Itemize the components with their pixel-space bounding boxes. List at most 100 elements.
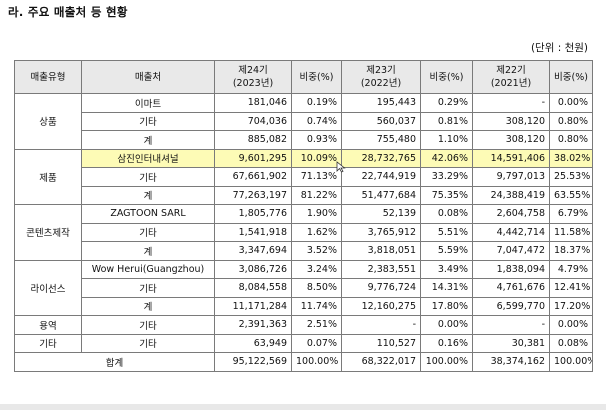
customer-cell: 계 [81, 296, 215, 316]
value-24: 3,347,694 [214, 241, 292, 261]
ratio-22: 12.41% [549, 278, 593, 298]
ratio-23: 42.06% [420, 148, 473, 168]
ratio-22: 0.80% [549, 130, 593, 150]
ratio-24: 1.62% [291, 222, 342, 242]
table-header-row: 매출유형 매출처 제24기 (2023년) 비중(%) 제23기 (2022년) 비… [14, 60, 593, 94]
table-row: 기타 8,084,558 8.50% 9,776,724 14.31% 4,76… [15, 278, 593, 298]
ratio-24: 71.13% [291, 167, 342, 187]
ratio-24: 10.09% [291, 148, 342, 168]
total-value-23: 68,322,017 [341, 352, 421, 372]
header-period-23-year: (2022년) [360, 78, 402, 89]
ratio-23: 0.00% [420, 315, 473, 335]
header-period-24-label: 제24기 [238, 65, 268, 76]
value-22: 4,761,676 [472, 278, 550, 298]
category-license: 라이선스 [14, 259, 82, 316]
value-23: - [341, 315, 421, 335]
ratio-23: 0.81% [420, 111, 473, 131]
value-22: 2,604,758 [472, 204, 550, 224]
value-24: 11,171,284 [214, 296, 292, 316]
ratio-24: 2.51% [291, 315, 342, 335]
ratio-23: 0.29% [420, 93, 473, 113]
ratio-22: 38.02% [549, 148, 593, 168]
value-24: 8,084,558 [214, 278, 292, 298]
table-row: 계 11,171,284 11.74% 12,160,275 17.80% 6,… [15, 296, 593, 316]
customer-cell: 계 [81, 130, 215, 150]
ratio-23: 1.10% [420, 130, 473, 150]
ratio-24: 3.24% [291, 259, 342, 279]
table-row: 기타 기타 63,949 0.07% 110,527 0.16% 30,381 … [14, 333, 593, 353]
customer-cell: 계 [81, 185, 215, 205]
value-23: 3,765,912 [341, 222, 421, 242]
header-period-22-year: (2021년) [490, 78, 532, 89]
category-other: 기타 [14, 333, 82, 353]
total-label: 합계 [14, 352, 215, 372]
ratio-23: 14.31% [420, 278, 473, 298]
ratio-24: 0.19% [291, 93, 342, 113]
value-23: 12,160,275 [341, 296, 421, 316]
customer-cell: 기타 [81, 111, 215, 131]
ratio-23: 17.80% [420, 296, 473, 316]
value-23: 3,818,051 [341, 241, 421, 261]
customer-cell: 삼진인터내셔널 [81, 148, 215, 168]
ratio-24: 3.52% [291, 241, 342, 261]
table-row: 용역 기타 2,391,363 2.51% - 0.00% - 0.00% [14, 315, 593, 335]
ratio-22: 18.37% [549, 241, 593, 261]
header-customer: 매출처 [81, 60, 215, 94]
header-period-24: 제24기 (2023년) [214, 60, 292, 94]
category-products: 제품 [14, 148, 82, 205]
header-period-22-label: 제22기 [496, 65, 526, 76]
ratio-22: 0.00% [549, 93, 593, 113]
category-service: 용역 [14, 315, 82, 335]
total-value-22: 38,374,162 [472, 352, 550, 372]
value-22: - [472, 315, 550, 335]
category-goods: 상품 [14, 93, 82, 150]
ratio-24: 11.74% [291, 296, 342, 316]
header-period-22: 제22기 (2021년) [472, 60, 550, 94]
value-24: 77,263,197 [214, 185, 292, 205]
total-ratio-24: 100.00% [291, 352, 342, 372]
header-period-23-label: 제23기 [366, 65, 396, 76]
value-24: 2,391,363 [214, 315, 292, 335]
customer-cell: 계 [81, 241, 215, 261]
ratio-24: 0.07% [291, 333, 342, 353]
table-row: 라이선스 Wow Herui(Guangzhou) 3,086,726 3.24… [14, 259, 593, 316]
ratio-24: 8.50% [291, 278, 342, 298]
value-23: 28,732,765 [341, 148, 421, 168]
header-period-24-year: (2023년) [232, 78, 274, 89]
value-22: 1,838,094 [472, 259, 550, 279]
ratio-22: 4.79% [549, 259, 593, 279]
ratio-24: 1.90% [291, 204, 342, 224]
category-content: 콘텐츠제작 [14, 204, 82, 261]
customer-cell: 기타 [81, 278, 215, 298]
bottom-scroll-strip [0, 404, 606, 410]
table-row: 기타 1,541,918 1.62% 3,765,912 5.51% 4,442… [15, 222, 593, 242]
value-22: 7,047,472 [472, 241, 550, 261]
value-24: 885,082 [214, 130, 292, 150]
ratio-22: 0.08% [549, 333, 593, 353]
value-23: 22,744,919 [341, 167, 421, 187]
ratio-23: 33.29% [420, 167, 473, 187]
value-23: 2,383,551 [341, 259, 421, 279]
ratio-23: 3.49% [420, 259, 473, 279]
customer-cell: 기타 [81, 167, 215, 187]
ratio-22: 0.80% [549, 111, 593, 131]
customer-cell: 기타 [81, 333, 215, 353]
value-23: 755,480 [341, 130, 421, 150]
customer-cell: 기타 [81, 222, 215, 242]
value-22: 9,797,013 [472, 167, 550, 187]
ratio-22: 63.55% [549, 185, 593, 205]
ratio-23: 0.16% [420, 333, 473, 353]
unit-label: (단위 : 천원) [530, 42, 588, 54]
value-24: 67,661,902 [214, 167, 292, 187]
sales-table: 매출유형 매출처 제24기 (2023년) 비중(%) 제23기 (2022년) 비… [14, 60, 593, 372]
header-period-23: 제23기 (2022년) [341, 60, 421, 94]
value-22: - [472, 93, 550, 113]
customer-cell: Wow Herui(Guangzhou) [81, 259, 215, 279]
value-23: 110,527 [341, 333, 421, 353]
ratio-22: 6.79% [549, 204, 593, 224]
ratio-22: 11.58% [549, 222, 593, 242]
total-ratio-22: 100.00% [549, 352, 593, 372]
value-24: 704,036 [214, 111, 292, 131]
header-ratio-22: 비중(%) [549, 60, 593, 94]
customer-cell: 기타 [81, 315, 215, 335]
